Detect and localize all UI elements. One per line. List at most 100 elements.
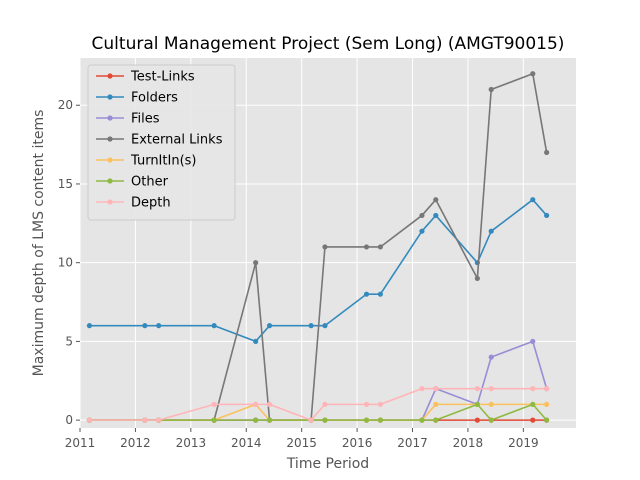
data-point (488, 228, 494, 234)
legend-item: Folders (96, 91, 178, 106)
data-point (530, 338, 536, 345)
series-depth (86, 386, 550, 423)
y-tick-label: 15 (58, 177, 73, 191)
y-tick-label: 0 (65, 413, 73, 427)
legend-item: Depth (96, 196, 171, 211)
data-point (419, 386, 425, 392)
data-point (322, 417, 328, 423)
data-point (322, 401, 328, 407)
data-point (433, 212, 439, 219)
data-point (377, 291, 383, 297)
legend-item: Files (96, 112, 160, 127)
data-point (544, 386, 550, 392)
legend-marker (107, 136, 113, 142)
data-point (530, 417, 536, 423)
data-point (266, 323, 273, 329)
legend-item: Test-Links (96, 70, 195, 85)
data-point (308, 417, 314, 423)
data-point (266, 401, 273, 407)
data-point (474, 401, 480, 407)
data-point (253, 417, 259, 423)
data-point (474, 417, 480, 423)
legend-label: Other (131, 175, 169, 190)
data-point (253, 260, 259, 266)
data-point (363, 291, 370, 297)
y-tick-label: 10 (58, 256, 73, 270)
data-point (142, 417, 148, 423)
data-point (363, 401, 370, 407)
legend-marker (107, 199, 113, 205)
series-line-folders (89, 198, 548, 343)
legend-marker (107, 94, 113, 100)
y-axis-label: Maximum depth of LMS content items (31, 110, 47, 377)
data-point (322, 244, 328, 250)
data-point (544, 212, 550, 219)
legend-item: TurnItIn(s) (96, 154, 196, 169)
data-point (253, 401, 259, 407)
chart-title: Cultural Management Project (Sem Long) (… (92, 34, 565, 54)
x-tick-label: 2017 (397, 436, 428, 450)
x-tick-label: 2013 (176, 436, 207, 450)
data-point (530, 71, 536, 77)
data-point (488, 354, 494, 360)
data-point (363, 417, 370, 423)
series-folders (86, 197, 550, 345)
legend-label: Depth (131, 196, 171, 211)
legend-label: Test-Links (130, 70, 195, 85)
series-line-depth (89, 387, 547, 421)
x-tick-label: 2018 (453, 436, 484, 450)
x-axis-label: Time Period (286, 456, 369, 472)
legend-label: External Links (131, 133, 223, 148)
data-point (530, 401, 536, 407)
legend-label: TurnItIn(s) (130, 154, 196, 169)
x-tick-label: 2012 (120, 436, 151, 450)
data-point (530, 386, 536, 392)
data-point (377, 244, 383, 250)
data-point (419, 228, 425, 234)
x-tick-label: 2019 (508, 436, 539, 450)
x-tick-label: 2016 (342, 436, 373, 450)
data-point (156, 417, 162, 423)
data-point (377, 417, 383, 423)
data-point (211, 323, 217, 329)
data-point (544, 417, 550, 423)
data-point (211, 401, 217, 407)
legend-label: Files (131, 112, 160, 127)
legend-marker (107, 178, 113, 184)
data-point (433, 197, 439, 203)
legend-item: Other (96, 175, 169, 190)
data-point (474, 275, 480, 282)
y-axis-ticks: 0 5 10 15 20 (58, 98, 80, 427)
x-tick-label: 2011 (65, 436, 96, 450)
data-point (419, 417, 425, 423)
data-point (211, 417, 217, 423)
data-point (530, 197, 536, 203)
data-point (253, 338, 259, 345)
data-point (488, 386, 494, 392)
data-point (544, 401, 550, 407)
series-other (86, 401, 550, 423)
data-point (433, 386, 439, 392)
legend-label: Folders (131, 91, 178, 106)
legend-box (87, 64, 236, 221)
y-tick-label: 5 (65, 334, 73, 348)
data-point (419, 212, 425, 219)
series-layer (86, 71, 550, 423)
data-point (488, 401, 494, 407)
x-tick-label: 2015 (286, 436, 317, 450)
y-tick-label: 20 (58, 98, 73, 112)
data-point (322, 323, 328, 329)
data-point (308, 323, 314, 329)
legend-item: External Links (96, 133, 223, 148)
data-point (156, 323, 162, 329)
legend-marker (107, 115, 113, 121)
data-point (433, 401, 439, 407)
legend-marker (107, 73, 113, 79)
data-point (142, 323, 148, 329)
data-point (488, 417, 494, 423)
legend: Test-Links Folders Files External Links Turn… (87, 64, 236, 221)
data-point (544, 149, 550, 156)
data-point (266, 417, 273, 423)
x-tick-label: 2014 (231, 436, 262, 450)
